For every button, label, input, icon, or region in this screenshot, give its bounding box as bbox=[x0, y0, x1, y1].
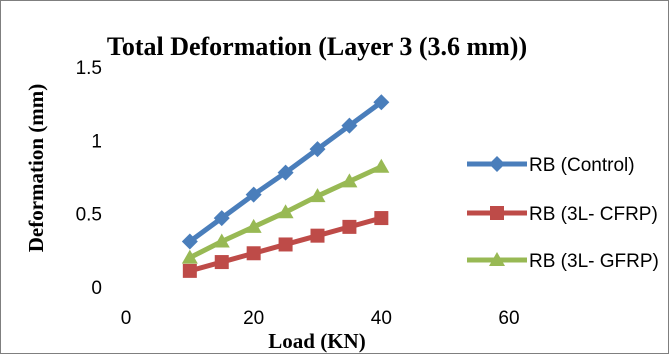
data-point bbox=[309, 141, 326, 158]
legend-item: RB (3L- CFRP) bbox=[467, 204, 658, 225]
data-point bbox=[278, 237, 293, 252]
legend-marker bbox=[490, 206, 504, 220]
data-point bbox=[213, 210, 230, 227]
x-tick-label: 60 bbox=[498, 308, 519, 329]
data-point bbox=[277, 164, 294, 181]
legend: RB (Control) RB (3L- CFRP) RB (3L- GFRP) bbox=[467, 155, 659, 272]
chart-title: Total Deformation (Layer 3 (3.6 mm)) bbox=[107, 32, 527, 61]
data-point bbox=[373, 94, 390, 111]
legend-label: RB (3L- GFRP) bbox=[529, 251, 659, 272]
series-layer bbox=[181, 94, 390, 278]
data-point bbox=[181, 233, 198, 250]
y-tick-label: 0.5 bbox=[76, 205, 102, 226]
data-point bbox=[182, 263, 197, 278]
x-axis-label: Load (KN) bbox=[268, 329, 365, 353]
series-1 bbox=[182, 211, 389, 278]
data-point bbox=[373, 158, 390, 173]
y-tick-label: 1 bbox=[91, 131, 102, 152]
legend-marker bbox=[489, 156, 505, 172]
data-point bbox=[374, 211, 389, 226]
legend-label: RB (Control) bbox=[529, 155, 635, 176]
tick-labels: 0 20 40 60 0 0.5 1 1.5 bbox=[76, 58, 520, 329]
legend-label: RB (3L- CFRP) bbox=[529, 204, 658, 225]
data-point bbox=[214, 255, 229, 270]
x-tick-label: 20 bbox=[243, 308, 264, 329]
data-point bbox=[341, 173, 358, 188]
y-axis-label: Deformation (mm) bbox=[24, 84, 48, 253]
data-point bbox=[277, 204, 294, 219]
legend-item: RB (Control) bbox=[467, 155, 635, 176]
series-2 bbox=[181, 158, 390, 264]
x-tick-label: 0 bbox=[121, 308, 132, 329]
data-point bbox=[245, 218, 262, 233]
y-tick-label: 1.5 bbox=[76, 58, 102, 79]
legend-item: RB (3L- GFRP) bbox=[467, 251, 659, 272]
data-point bbox=[342, 219, 357, 234]
data-point bbox=[213, 233, 230, 248]
data-point bbox=[310, 228, 325, 243]
data-point bbox=[341, 117, 358, 134]
data-point bbox=[181, 249, 198, 264]
y-tick-label: 0 bbox=[91, 278, 102, 299]
series-0 bbox=[181, 94, 390, 250]
data-point bbox=[245, 186, 262, 203]
data-point bbox=[309, 188, 326, 203]
x-tick-label: 40 bbox=[371, 308, 392, 329]
legend-marker bbox=[489, 252, 505, 266]
data-point bbox=[246, 246, 261, 261]
